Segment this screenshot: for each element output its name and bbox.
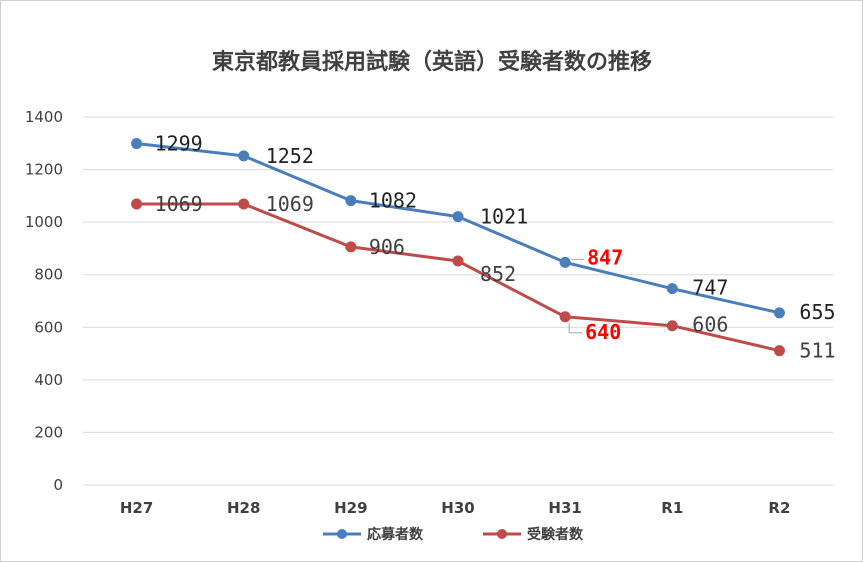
y-tick-label: 200 bbox=[34, 423, 63, 441]
x-axis-ticks: H27 H28 H29 H30 H31 R1 R2 bbox=[120, 499, 791, 517]
data-label: 1252 bbox=[266, 144, 314, 168]
data-point bbox=[131, 138, 143, 150]
series-group bbox=[131, 138, 785, 357]
data-label: 511 bbox=[799, 339, 835, 363]
data-label: 747 bbox=[692, 276, 728, 300]
data-point bbox=[773, 345, 785, 357]
x-tick-label: R2 bbox=[768, 499, 790, 517]
data-label: 655 bbox=[799, 300, 835, 324]
data-label: 1082 bbox=[369, 189, 417, 213]
data-label: 847 bbox=[587, 245, 623, 269]
data-label: 1299 bbox=[155, 132, 203, 156]
y-tick-label: 1200 bbox=[25, 161, 63, 179]
x-tick-label: H27 bbox=[120, 499, 153, 517]
y-tick-label: 800 bbox=[34, 266, 63, 284]
legend-label: 受験者数 bbox=[527, 526, 584, 543]
legend-swatch-marker bbox=[337, 529, 347, 539]
gridlines bbox=[83, 116, 833, 486]
data-point bbox=[452, 255, 464, 267]
series-line bbox=[136, 202, 780, 353]
series-line bbox=[136, 142, 780, 315]
data-labels: 1299 1252 1082 1021 847 747 655 1069 1069 906 852 6… bbox=[155, 132, 836, 363]
data-point bbox=[666, 283, 678, 295]
y-tick-label: 400 bbox=[34, 371, 63, 389]
y-tick-label: 600 bbox=[34, 318, 63, 336]
data-point bbox=[559, 256, 571, 268]
data-label: 640 bbox=[585, 320, 621, 344]
data-label: 906 bbox=[369, 235, 405, 259]
x-tick-label: H31 bbox=[548, 499, 581, 517]
y-tick-label: 0 bbox=[53, 476, 63, 494]
data-label: 606 bbox=[692, 313, 728, 337]
x-tick-label: H28 bbox=[227, 499, 260, 517]
data-point bbox=[666, 320, 678, 332]
y-tick-label: 1400 bbox=[25, 108, 63, 126]
data-point bbox=[559, 311, 571, 323]
data-point bbox=[238, 198, 250, 210]
data-label: 1069 bbox=[266, 192, 314, 216]
data-point bbox=[773, 307, 785, 319]
data-label: 1021 bbox=[480, 205, 528, 229]
data-point bbox=[452, 211, 464, 223]
data-point bbox=[345, 241, 357, 253]
legend: 応募者数 受験者数 bbox=[323, 526, 584, 543]
y-tick-label: 1000 bbox=[25, 213, 63, 231]
legend-label: 応募者数 bbox=[367, 526, 424, 543]
chart-title: 東京都教員採用試験（英語）受験者数の推移 bbox=[212, 49, 652, 75]
x-tick-label: H29 bbox=[334, 499, 367, 517]
data-point bbox=[131, 198, 143, 210]
legend-swatch-marker bbox=[497, 529, 507, 539]
data-label: 852 bbox=[480, 262, 516, 286]
data-point bbox=[238, 150, 250, 162]
y-axis-ticks: 0 200 400 600 800 1000 1200 1400 bbox=[25, 108, 63, 494]
data-label: 1069 bbox=[155, 192, 203, 216]
x-tick-label: R1 bbox=[661, 499, 683, 517]
data-point bbox=[345, 195, 357, 207]
leader-line bbox=[568, 322, 583, 334]
x-tick-label: H30 bbox=[441, 499, 474, 517]
